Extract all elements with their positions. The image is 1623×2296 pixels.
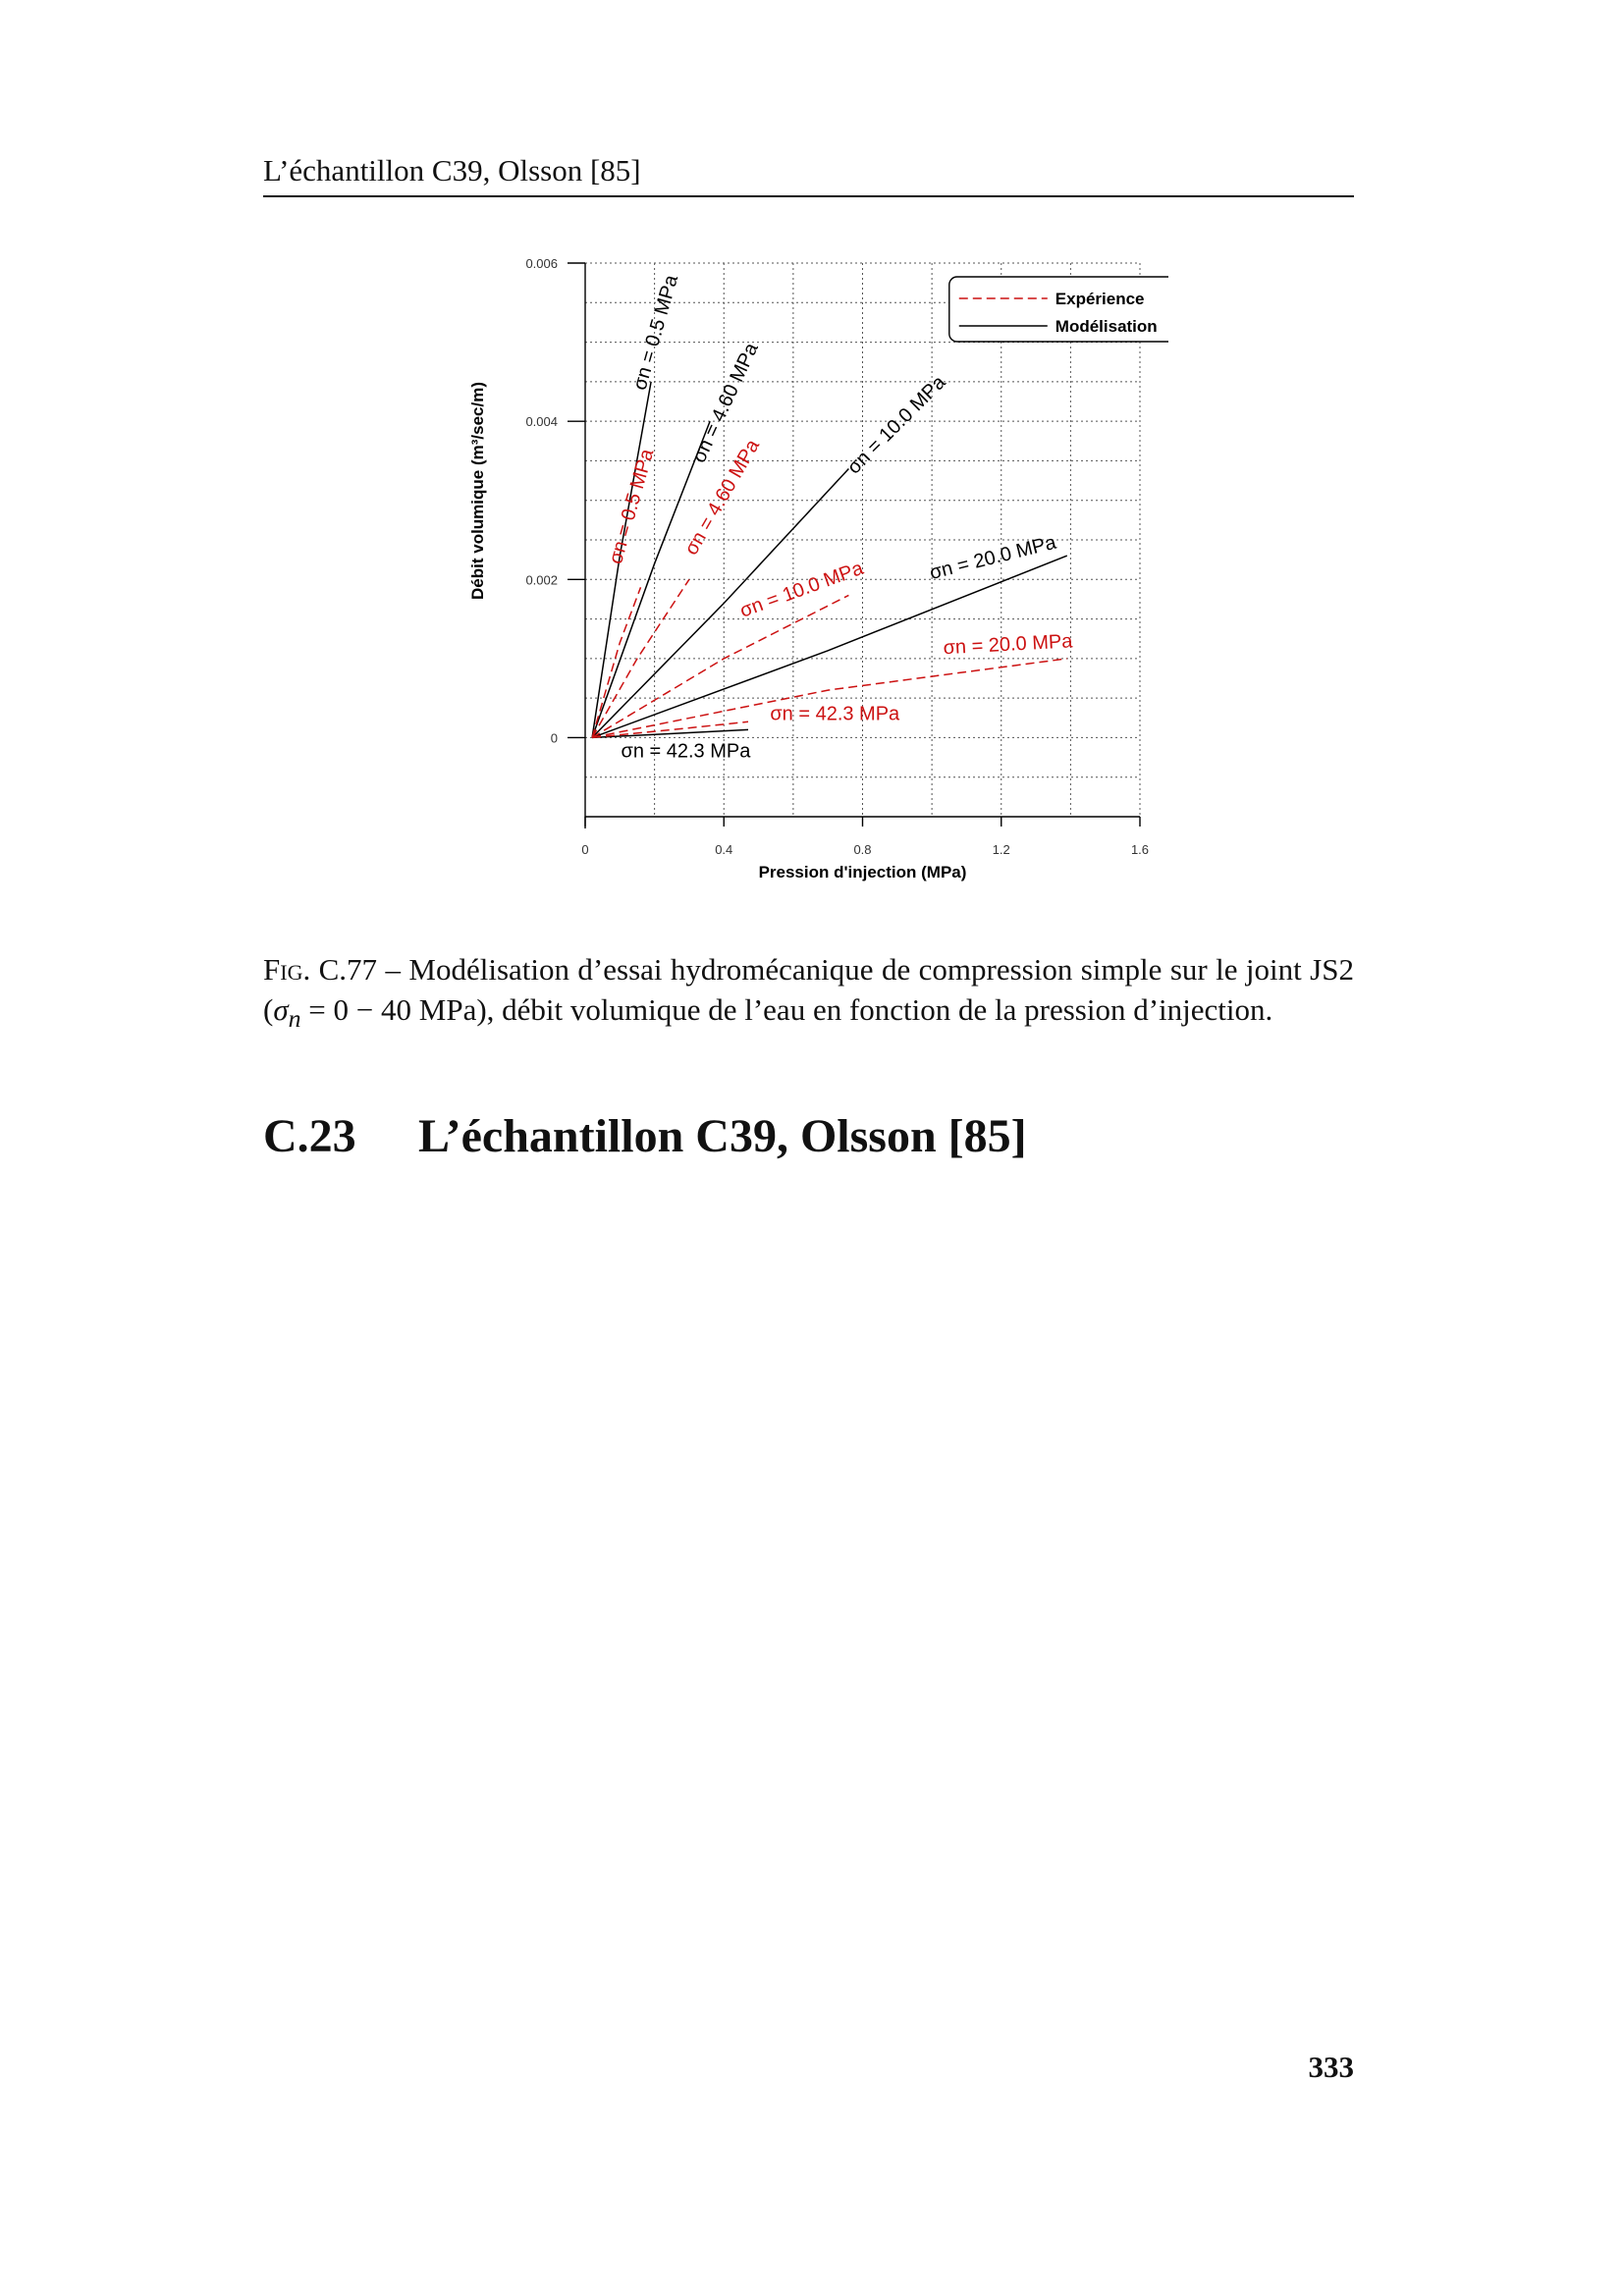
x-tick-label: 1.6 xyxy=(1131,842,1149,857)
figure-caption: Fig. C.77 – Modélisation d’essai hydromé… xyxy=(263,949,1354,1039)
series-line xyxy=(591,555,1068,739)
x-tick-label: 1.2 xyxy=(993,842,1010,857)
x-axis-label: Pression d'injection (MPa) xyxy=(759,863,967,881)
running-header: L’échantillon C39, Olsson [85] xyxy=(263,153,641,187)
series-line xyxy=(591,658,1067,739)
x-tick-label: 0.4 xyxy=(715,842,732,857)
series-line xyxy=(591,420,711,738)
series-line xyxy=(591,381,652,738)
curve-label: σn = 42.3 MPa xyxy=(770,704,900,725)
figure: 0 0.002 0.004 0.006 0 0.4 0.8 1.2 1.6 Pression d'… xyxy=(461,245,1191,908)
curve-label: σn = 20.0 MPa xyxy=(943,630,1074,659)
x-tick-label: 0.8 xyxy=(853,842,871,857)
curve-label: σn = 0.5 MPa xyxy=(605,446,659,566)
curve-label: σn = 10.0 MPa xyxy=(843,371,950,478)
section-title: L’échantillon C39, Olsson [85] xyxy=(418,1110,1027,1162)
curve-label: σn = 10.0 MPa xyxy=(737,558,867,622)
legend-label: Expérience xyxy=(1055,290,1145,308)
series-line xyxy=(592,721,749,739)
flow-rate-chart: 0 0.002 0.004 0.006 0 0.4 0.8 1.2 1.6 Pression d'… xyxy=(468,256,1191,881)
y-tick-label: 0 xyxy=(551,730,558,745)
y-tick-label: 0.004 xyxy=(525,414,558,429)
curve-label: σn = 42.3 MPa xyxy=(621,741,751,763)
y-tick-label: 0.002 xyxy=(525,572,558,587)
figure-number: Fig. C.77 – xyxy=(263,952,401,987)
series-line xyxy=(591,467,849,738)
x-tick-label: 0 xyxy=(581,842,588,857)
curve-label: σn = 0.5 MPa xyxy=(629,272,683,393)
caption-sigma: σ xyxy=(273,992,289,1027)
y-axis-label: Débit volumique (m³/sec/m) xyxy=(468,382,487,600)
legend-label: Modélisation xyxy=(1055,317,1158,336)
caption-text-1: Modélisation d’essai hydromécanique de c… xyxy=(263,952,1354,1027)
series-line xyxy=(591,594,849,739)
caption-sub: n xyxy=(288,1004,301,1034)
series-line xyxy=(591,587,642,738)
caption-text-2: = 0 − 40 MPa), débit volumique de l’eau … xyxy=(300,992,1273,1027)
header-rule xyxy=(263,195,1354,197)
y-tick-label: 0.006 xyxy=(525,256,558,271)
section-number: C.23 xyxy=(263,1110,356,1162)
page-number: 333 xyxy=(1308,2050,1355,2084)
series-line xyxy=(592,728,749,739)
series-line xyxy=(591,578,690,738)
section-heading: C.23 L’échantillon C39, Olsson [85] xyxy=(263,1109,1027,1163)
